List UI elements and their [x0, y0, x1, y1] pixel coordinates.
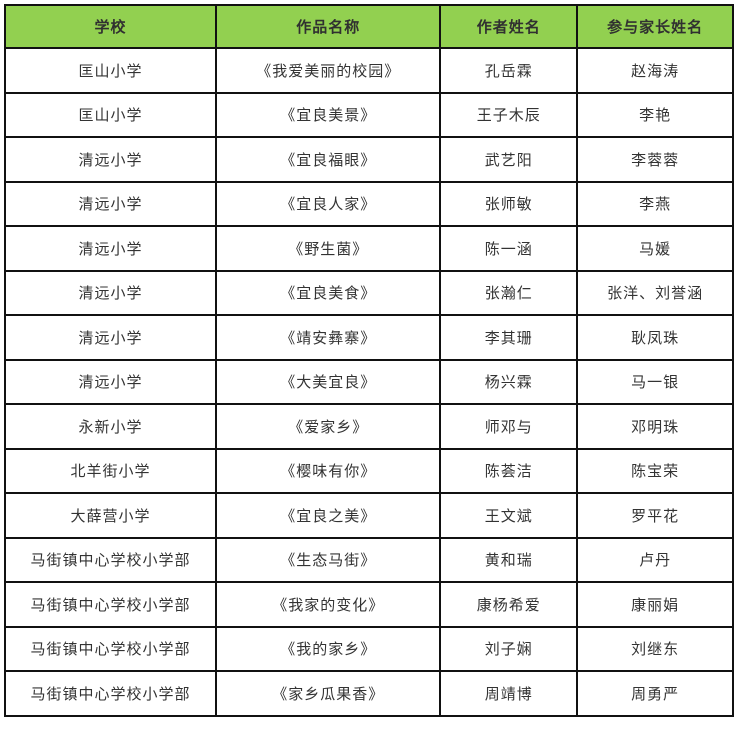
table-cell-school: 马街镇中心学校小学部 [3, 625, 218, 672]
table-cell-work: 《宜良之美》 [215, 492, 442, 539]
table-cell-author: 师邓与 [439, 403, 579, 450]
table-cell-author: 张师敏 [439, 180, 579, 227]
table-cell-school: 北羊街小学 [3, 447, 218, 494]
table-cell-work: 《宜良福眼》 [215, 136, 442, 183]
table-row: 马街镇中心学校小学部 《我家的变化》 康杨希爱 康丽娟 [3, 581, 734, 628]
table-cell-work: 《野生菌》 [215, 225, 442, 272]
table-cell-parent: 马一银 [576, 358, 734, 405]
table-cell-author: 周靖博 [439, 670, 579, 717]
table-cell-parent: 李艳 [576, 91, 734, 138]
table-cell-school: 马街镇中心学校小学部 [3, 536, 218, 583]
table-row: 北羊街小学 《樱味有你》 陈荟洁 陈宝荣 [3, 447, 734, 494]
table-cell-work: 《樱味有你》 [215, 447, 442, 494]
table-cell-work: 《我家的变化》 [215, 581, 442, 628]
table-row: 大薛营小学 《宜良之美》 王文斌 罗平花 [3, 492, 734, 539]
table-cell-parent: 李燕 [576, 180, 734, 227]
table-cell-parent: 罗平花 [576, 492, 734, 539]
table-cell-work: 《宜良美景》 [215, 91, 442, 138]
table-cell-parent: 卢丹 [576, 536, 734, 583]
table-row: 清远小学 《宜良美食》 张瀚仁 张洋、刘誉涵 [3, 269, 734, 316]
table-cell-school: 清远小学 [3, 269, 218, 316]
table-cell-school: 清远小学 [3, 136, 218, 183]
table-row: 匡山小学 《我爱美丽的校园》 孔岳霖 赵海涛 [3, 47, 734, 94]
header-cell-author: 作者姓名 [439, 4, 579, 49]
award-table: 学校 作品名称 作者姓名 参与家长姓名 匡山小学 《我爱美丽的校园》 孔岳霖 赵… [3, 4, 734, 717]
table-cell-author: 张瀚仁 [439, 269, 579, 316]
table-body: 匡山小学 《我爱美丽的校园》 孔岳霖 赵海涛 匡山小学 《宜良美景》 王子木辰 … [3, 47, 734, 717]
header-cell-work: 作品名称 [215, 4, 442, 49]
table-row: 马街镇中心学校小学部 《家乡瓜果香》 周靖博 周勇严 [3, 670, 734, 717]
table-cell-work: 《生态马街》 [215, 536, 442, 583]
table-cell-author: 黄和瑞 [439, 536, 579, 583]
table-row: 清远小学 《野生菌》 陈一涵 马媛 [3, 225, 734, 272]
table-cell-school: 匡山小学 [3, 91, 218, 138]
table-cell-parent: 陈宝荣 [576, 447, 734, 494]
table-cell-school: 永新小学 [3, 403, 218, 450]
header-row: 学校 作品名称 作者姓名 参与家长姓名 [3, 4, 734, 49]
table-row: 清远小学 《宜良福眼》 武艺阳 李蓉蓉 [3, 136, 734, 183]
table-cell-school: 匡山小学 [3, 47, 218, 94]
table-cell-work: 《我的家乡》 [215, 625, 442, 672]
table-cell-school: 清远小学 [3, 225, 218, 272]
header-cell-school: 学校 [3, 4, 218, 49]
table-cell-parent: 耿凤珠 [576, 314, 734, 361]
table-row: 匡山小学 《宜良美景》 王子木辰 李艳 [3, 91, 734, 138]
table-header: 学校 作品名称 作者姓名 参与家长姓名 [3, 4, 734, 49]
table-row: 马街镇中心学校小学部 《生态马街》 黄和瑞 卢丹 [3, 536, 734, 583]
table-cell-parent: 康丽娟 [576, 581, 734, 628]
table-cell-author: 武艺阳 [439, 136, 579, 183]
table-cell-author: 陈荟洁 [439, 447, 579, 494]
table-cell-school: 清远小学 [3, 180, 218, 227]
table-cell-school: 马街镇中心学校小学部 [3, 581, 218, 628]
table-cell-parent: 周勇严 [576, 670, 734, 717]
table-cell-author: 康杨希爱 [439, 581, 579, 628]
table-cell-author: 杨兴霖 [439, 358, 579, 405]
table-cell-school: 马街镇中心学校小学部 [3, 670, 218, 717]
table-cell-parent: 李蓉蓉 [576, 136, 734, 183]
table-cell-school: 清远小学 [3, 358, 218, 405]
table-row: 马街镇中心学校小学部 《我的家乡》 刘子娴 刘继东 [3, 625, 734, 672]
table-cell-author: 刘子娴 [439, 625, 579, 672]
table-cell-author: 李其珊 [439, 314, 579, 361]
table-cell-work: 《家乡瓜果香》 [215, 670, 442, 717]
table-cell-parent: 马媛 [576, 225, 734, 272]
table-cell-school: 大薛营小学 [3, 492, 218, 539]
table-cell-school: 清远小学 [3, 314, 218, 361]
table-cell-work: 《大美宜良》 [215, 358, 442, 405]
table-row: 清远小学 《宜良人家》 张师敏 李燕 [3, 180, 734, 227]
table-row: 永新小学 《爱家乡》 师邓与 邓明珠 [3, 403, 734, 450]
header-cell-parent: 参与家长姓名 [576, 4, 734, 49]
table-cell-author: 王子木辰 [439, 91, 579, 138]
table-cell-parent: 刘继东 [576, 625, 734, 672]
table-row: 清远小学 《靖安彝寨》 李其珊 耿凤珠 [3, 314, 734, 361]
table-cell-parent: 邓明珠 [576, 403, 734, 450]
table-cell-work: 《宜良美食》 [215, 269, 442, 316]
table-cell-parent: 张洋、刘誉涵 [576, 269, 734, 316]
table-cell-author: 孔岳霖 [439, 47, 579, 94]
table-cell-author: 陈一涵 [439, 225, 579, 272]
table-cell-parent: 赵海涛 [576, 47, 734, 94]
table-cell-work: 《我爱美丽的校园》 [215, 47, 442, 94]
table-cell-author: 王文斌 [439, 492, 579, 539]
table-cell-work: 《爱家乡》 [215, 403, 442, 450]
table-cell-work: 《靖安彝寨》 [215, 314, 442, 361]
table-cell-work: 《宜良人家》 [215, 180, 442, 227]
table-row: 清远小学 《大美宜良》 杨兴霖 马一银 [3, 358, 734, 405]
